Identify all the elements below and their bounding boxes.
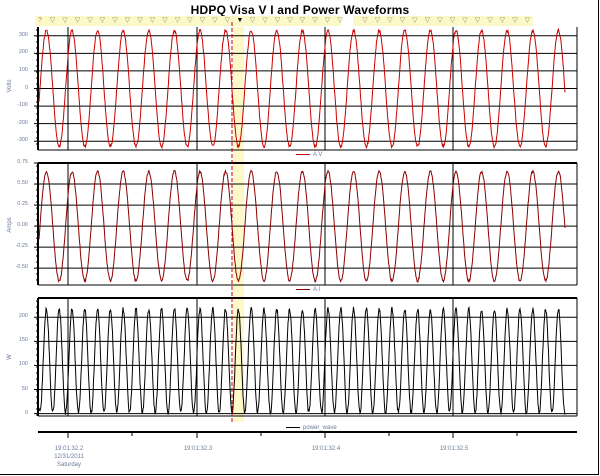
waveform-power [39, 307, 565, 415]
legend-swatch-voltage [296, 154, 310, 155]
ytick-label: 50 [4, 386, 28, 392]
ytick-label: 200 [4, 49, 28, 55]
ytick-label: -0.25 [4, 243, 28, 249]
ytick-label: 200 [4, 313, 28, 319]
legend-current: A I [296, 287, 320, 293]
legend-swatch-current [296, 289, 310, 290]
ytick-label: 0.50 [4, 180, 28, 186]
ytick-label: -100 [4, 102, 28, 108]
ytick-label: -200 [4, 120, 28, 126]
xtick-0-day: Saturday [34, 461, 104, 469]
legend-label-power: power_wave [303, 425, 337, 431]
xtick-1: 19:01:32.3 [163, 445, 233, 453]
ytick-label: -300 [4, 137, 28, 143]
ytick-label: 100 [4, 361, 28, 367]
ytick-label: 300 [4, 32, 28, 38]
ytick-label: 0.00 [4, 222, 28, 228]
legend-swatch-power [286, 427, 300, 428]
xtick-1-time: 19:01:32.3 [163, 445, 233, 453]
xtick-3: 19:01:32.5 [419, 445, 489, 453]
ytick-label: 100 [4, 67, 28, 73]
ytick-label: 0.75 [4, 159, 28, 165]
ytick-label: -0.50 [4, 264, 28, 270]
xtick-2: 19:01:32.4 [291, 445, 361, 453]
legend-voltage: A V [296, 152, 322, 158]
xtick-0-time: 19:01:32.2 [34, 445, 104, 453]
xtick-0: 19:01:32.2 12/31/2011 Saturday [34, 445, 104, 469]
plot-canvas[interactable] [0, 0, 600, 476]
xtick-3-time: 19:01:32.5 [419, 445, 489, 453]
legend-power: power_wave [286, 425, 337, 431]
legend-label-voltage: A V [313, 152, 322, 158]
ytick-label: 0 [4, 85, 28, 91]
legend-label-current: A I [313, 287, 320, 293]
xtick-0-date: 12/31/2011 [34, 453, 104, 461]
xtick-2-time: 19:01:32.4 [291, 445, 361, 453]
ytick-label: 0.25 [4, 201, 28, 207]
ytick-label: 0 [4, 410, 28, 416]
ytick-label: 150 [4, 337, 28, 343]
